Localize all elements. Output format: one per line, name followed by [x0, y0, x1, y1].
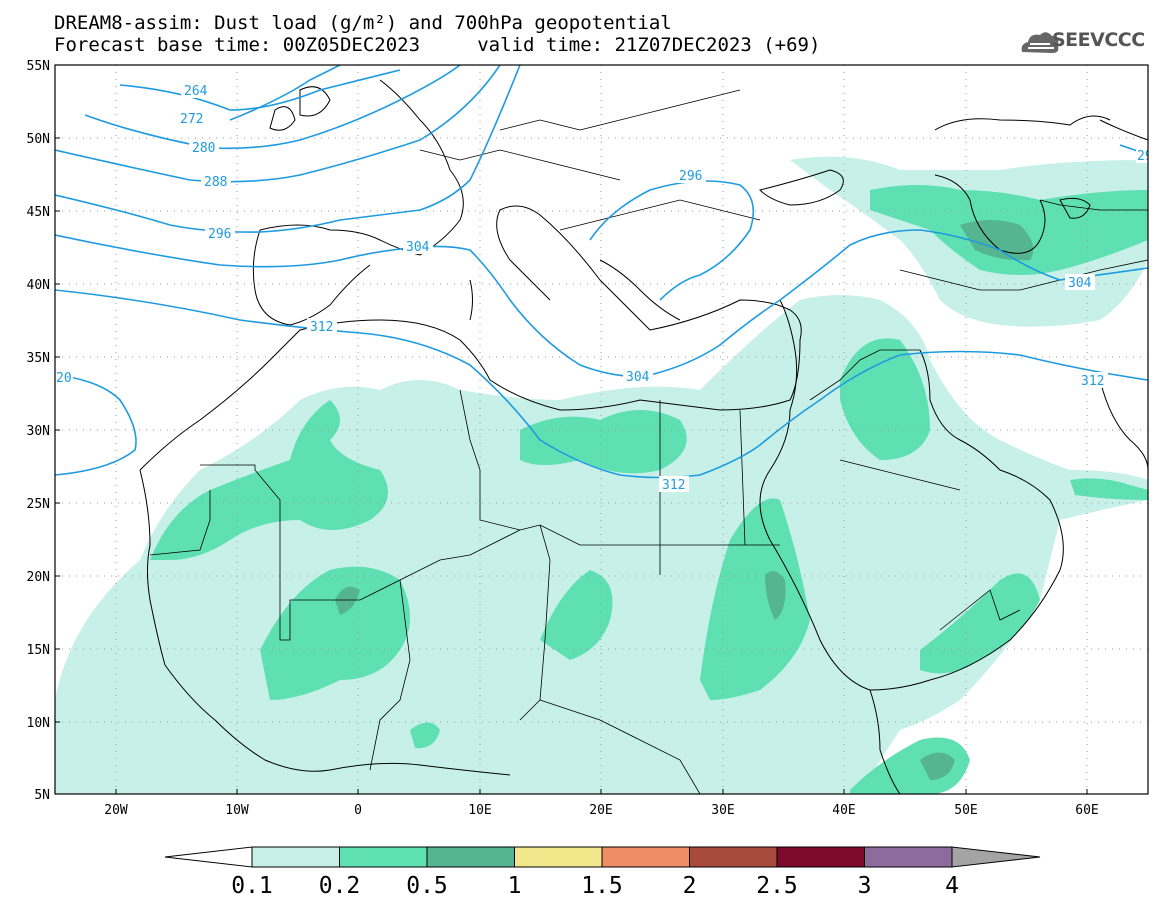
map-title: DREAM8-assim: Dust load (g/m²) and 700hP… — [54, 12, 672, 34]
contour-label: 304 — [1068, 276, 1092, 291]
contour-label: 20 — [56, 371, 72, 386]
colorbar-box — [514, 846, 603, 868]
coastlines — [139, 79, 1148, 794]
contour-label: 280 — [192, 141, 215, 156]
borders — [149, 89, 1148, 794]
colorbar: 0.1 0.2 0.5 1 1.5 2 2.5 3 4 — [164, 846, 1041, 899]
colorbar-box — [339, 846, 428, 868]
axis-ticks — [55, 137, 1088, 794]
graticule — [55, 65, 1148, 794]
lon-label: 50E — [954, 803, 977, 818]
lat-label: 10N — [27, 716, 50, 731]
lat-label: 15N — [27, 643, 50, 658]
contour-label: 304 — [626, 370, 650, 385]
colorbar-label: 0.2 — [319, 873, 361, 899]
lon-label: 60E — [1075, 803, 1098, 818]
lat-label: 45N — [27, 205, 50, 220]
colorbar-label: 1.5 — [581, 873, 623, 899]
contour-label: 304 — [406, 240, 430, 255]
lat-label: 35N — [27, 351, 50, 366]
contour-labels: 264 272 280 288 296 304 312 296 304 304 … — [55, 82, 1153, 493]
longitude-labels: 20W 10W 0 10E 20E 30E 40E 50E 60E — [104, 803, 1098, 818]
colorbar-label: 1 — [508, 873, 522, 899]
colorbar-box — [864, 846, 953, 868]
contour-label: 296 — [208, 227, 231, 242]
contour-label: 29 — [1137, 149, 1153, 164]
lat-label: 55N — [27, 59, 50, 74]
colorbar-label: 2.5 — [756, 873, 798, 899]
lon-label: 10W — [225, 803, 249, 818]
colorbar-label: 3 — [858, 873, 872, 899]
map-plot-area: 264 272 280 288 296 304 312 296 304 304 … — [55, 65, 1153, 794]
lon-label: 0 — [354, 803, 362, 818]
colorbar-box — [689, 846, 778, 868]
colorbar-box — [251, 846, 340, 868]
colorbar-label: 0.1 — [231, 873, 273, 899]
colorbar-box — [776, 846, 865, 868]
lat-label: 30N — [27, 424, 50, 439]
colorbar-label: 4 — [945, 873, 959, 899]
contour-label: 312 — [310, 320, 333, 335]
colorbar-box — [601, 846, 690, 868]
lon-label: 20E — [589, 803, 612, 818]
lon-label: 30E — [711, 803, 734, 818]
contour-label: 312 — [1081, 374, 1104, 389]
cloud-icon — [1021, 32, 1059, 53]
lat-label: 20N — [27, 570, 50, 585]
dust-layer-dark — [335, 220, 1034, 780]
lon-label: 10E — [468, 803, 491, 818]
contour-label: 312 — [662, 478, 685, 493]
lat-label: 5N — [34, 788, 50, 803]
lon-label: 20W — [104, 803, 128, 818]
contour-label: 288 — [204, 175, 227, 190]
colorbar-over-arrow — [951, 846, 1041, 868]
colorbar-box — [426, 846, 515, 868]
logo-text: SEEVCCC — [1052, 29, 1145, 51]
contour-label: 272 — [180, 112, 203, 127]
lon-label: 40E — [832, 803, 855, 818]
lat-label: 50N — [27, 132, 50, 147]
map-subtitle: Forecast base time: 00Z05DEC2023 valid t… — [54, 34, 821, 56]
lat-label: 40N — [27, 278, 50, 293]
dust-layer-medium — [150, 185, 1148, 794]
colorbar-label: 2 — [683, 873, 697, 899]
colorbar-label: 0.5 — [406, 873, 448, 899]
contour-label: 264 — [184, 84, 208, 99]
lat-label: 25N — [27, 497, 50, 512]
latitude-labels: 55N 50N 45N 40N 35N 30N 25N 20N 15N 10N … — [27, 59, 50, 803]
colorbar-under-arrow — [164, 846, 253, 868]
contour-label: 296 — [679, 169, 702, 184]
